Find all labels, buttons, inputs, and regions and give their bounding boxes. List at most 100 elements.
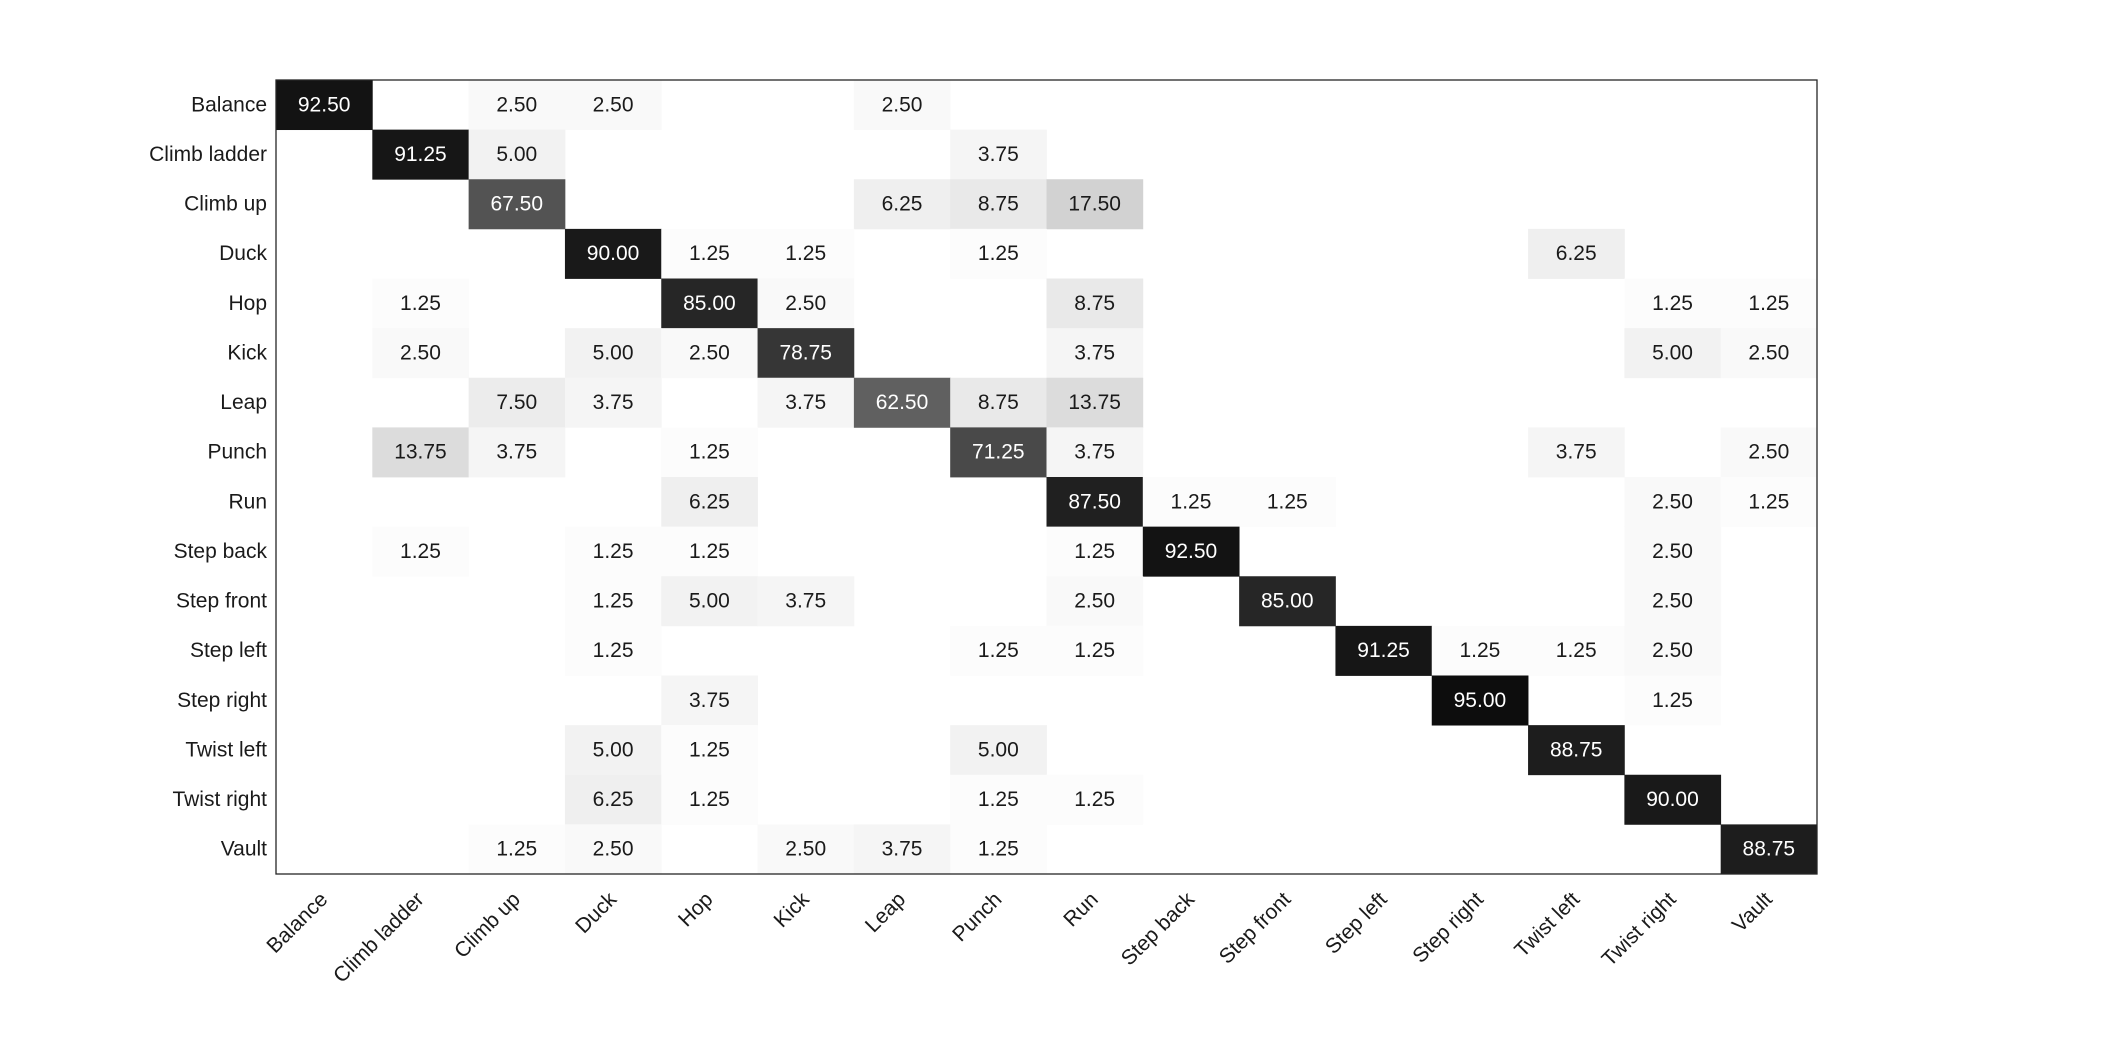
cell-value-leap-punch: 8.75 (978, 391, 1019, 414)
y-tick-label-twist-right: Twist right (172, 788, 267, 811)
heatmap-cell-step-left-run (1046, 625, 1144, 676)
y-tick-label-duck: Duck (219, 242, 267, 265)
cell-value-step-front-kick: 3.75 (785, 590, 826, 613)
cell-value-step-left-duck: 1.25 (593, 639, 634, 662)
y-tick-label-balance: Balance (191, 93, 267, 116)
y-tick-label-run: Run (228, 490, 267, 513)
cell-value-vault-leap: 3.75 (882, 838, 923, 861)
cell-value-step-back-climb-ladder: 1.25 (400, 540, 441, 563)
heatmap-cell-hop-kick (757, 278, 855, 329)
x-tick-label-climb-up: Climb up (450, 888, 525, 963)
heatmap-cell-balance-balance (276, 80, 373, 131)
cell-value-step-back-twist-right: 2.50 (1652, 540, 1693, 563)
cell-value-step-left-step-left: 91.25 (1357, 639, 1410, 662)
heatmap-cell-climb-up-punch (950, 179, 1047, 230)
x-tick-label-twist-left: Twist left (1510, 888, 1584, 962)
heatmap-cell-kick-run (1046, 328, 1144, 379)
cell-value-punch-climb-ladder: 13.75 (394, 441, 447, 464)
heatmap-cell-step-left-punch (950, 625, 1047, 676)
cell-value-kick-duck: 5.00 (593, 341, 634, 364)
y-tick-label-punch: Punch (207, 441, 267, 464)
heatmap-cell-climb-ladder-punch (950, 129, 1047, 180)
heatmap-cell-kick-vault (1720, 328, 1818, 379)
cell-value-vault-vault: 88.75 (1743, 838, 1796, 861)
heatmap-cell-run-run (1046, 477, 1144, 528)
heatmap-cell-punch-climb-ladder (372, 427, 470, 478)
cell-value-duck-duck: 90.00 (587, 242, 640, 265)
heatmap-cell-twist-left-twist-left (1528, 725, 1625, 776)
y-tick-label-twist-left: Twist left (185, 738, 267, 761)
cell-value-twist-right-punch: 1.25 (978, 788, 1019, 811)
cell-value-run-hop: 6.25 (689, 490, 730, 513)
y-tick-label-vault: Vault (221, 838, 267, 861)
heatmap-cell-climb-up-leap (853, 179, 951, 230)
cell-value-climb-up-run: 17.50 (1068, 193, 1121, 216)
heatmap-cell-run-step-back (1142, 477, 1240, 528)
cell-value-vault-kick: 2.50 (785, 838, 826, 861)
heatmap-cell-duck-kick (757, 228, 855, 279)
cell-value-twist-left-twist-left: 88.75 (1550, 738, 1603, 761)
heatmap-cell-twist-left-punch (950, 725, 1047, 776)
heatmap-cell-twist-right-duck (564, 774, 662, 825)
x-tick-label-step-left: Step left (1321, 888, 1392, 959)
heatmap-cell-twist-right-punch (950, 774, 1047, 825)
heatmap-cell-step-left-step-right (1431, 625, 1529, 676)
heatmap-cell-run-vault (1720, 477, 1818, 528)
cell-value-balance-duck: 2.50 (593, 93, 634, 116)
cell-value-kick-twist-right: 5.00 (1652, 341, 1693, 364)
cell-value-punch-twist-left: 3.75 (1556, 441, 1597, 464)
cell-value-punch-run: 3.75 (1074, 441, 1115, 464)
y-tick-label-step-right: Step right (177, 689, 267, 712)
cell-value-twist-right-twist-right: 90.00 (1646, 788, 1699, 811)
heatmap-cell-hop-vault (1720, 278, 1818, 329)
cell-value-duck-hop: 1.25 (689, 242, 730, 265)
heatmap-cell-leap-punch (950, 377, 1047, 428)
heatmap-cell-punch-climb-up (468, 427, 566, 478)
heatmap-cell-punch-twist-left (1528, 427, 1625, 478)
cell-value-kick-hop: 2.50 (689, 341, 730, 364)
heatmap-cell-step-back-step-back (1142, 526, 1240, 577)
heatmap-cell-leap-kick (757, 377, 855, 428)
cell-value-run-twist-right: 2.50 (1652, 490, 1693, 513)
cell-value-step-front-hop: 5.00 (689, 590, 730, 613)
cell-value-step-front-step-front: 85.00 (1261, 590, 1314, 613)
heatmap-cell-hop-twist-right (1624, 278, 1722, 329)
heatmap-cell-leap-leap (853, 377, 951, 428)
x-tick-label-kick: Kick (770, 888, 815, 933)
x-tick-label-step-right: Step right (1408, 888, 1488, 968)
cell-value-punch-hop: 1.25 (689, 441, 730, 464)
cell-value-vault-punch: 1.25 (978, 838, 1019, 861)
heatmap-cell-step-front-run (1046, 576, 1144, 627)
x-tick-label-step-back: Step back (1117, 888, 1200, 971)
cell-value-hop-climb-ladder: 1.25 (400, 292, 441, 315)
cell-value-leap-run: 13.75 (1068, 391, 1121, 414)
cell-value-vault-duck: 2.50 (593, 838, 634, 861)
x-tick-label-run: Run (1059, 888, 1103, 932)
heatmap-cell-step-front-twist-right (1624, 576, 1722, 627)
cell-value-step-front-twist-right: 2.50 (1652, 590, 1693, 613)
heatmap-cell-step-back-run (1046, 526, 1144, 577)
cell-value-twist-left-duck: 5.00 (593, 738, 634, 761)
cell-value-run-vault: 1.25 (1748, 490, 1789, 513)
heatmap-cell-step-left-step-left (1335, 625, 1433, 676)
cell-value-hop-twist-right: 1.25 (1652, 292, 1693, 315)
x-tick-label-duck: Duck (571, 888, 621, 938)
heatmap-cell-balance-duck (564, 80, 662, 131)
heatmap-cell-balance-climb-up (468, 80, 566, 131)
cells-layer (276, 80, 1818, 875)
heatmap-cell-climb-ladder-climb-ladder (372, 129, 470, 180)
heatmap-cell-kick-climb-ladder (372, 328, 470, 379)
cell-value-step-right-twist-right: 1.25 (1652, 689, 1693, 712)
heatmap-cell-kick-twist-right (1624, 328, 1722, 379)
heatmap-cell-step-left-twist-right (1624, 625, 1722, 676)
y-tick-labels: Balance Climb ladder Climb up Duck Hop Kick Le… (149, 93, 267, 860)
heatmap-cell-step-back-climb-ladder (372, 526, 470, 577)
cell-value-kick-kick: 78.75 (779, 341, 832, 364)
plot-frame (275, 79, 1818, 875)
heatmap-cell-climb-up-run (1046, 179, 1144, 230)
cell-value-step-right-step-right: 95.00 (1454, 689, 1507, 712)
cell-value-twist-right-hop: 1.25 (689, 788, 730, 811)
cell-value-climb-ladder-punch: 3.75 (978, 143, 1019, 166)
heatmap-cell-vault-climb-up (468, 824, 566, 875)
